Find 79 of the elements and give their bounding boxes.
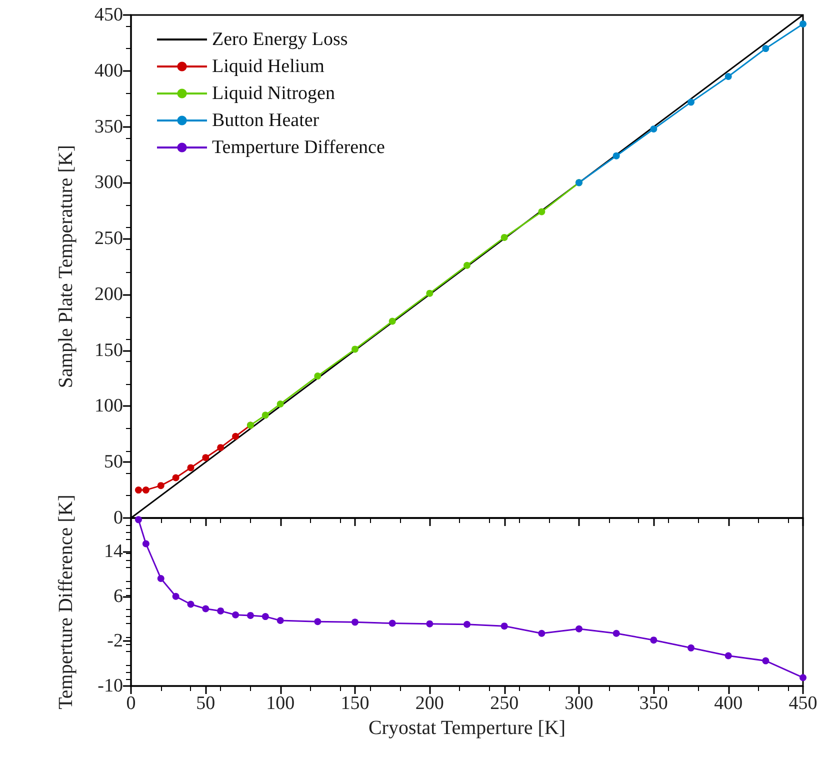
- y-tick-label: 14: [104, 541, 124, 562]
- point: [724, 652, 732, 660]
- point: [232, 432, 240, 440]
- x-tick-label: 400: [714, 693, 743, 714]
- legend-label: Liquid Nitrogen: [212, 83, 336, 104]
- point: [500, 234, 508, 241]
- point: [314, 618, 322, 626]
- point: [538, 208, 546, 216]
- legend-label: Button Heater: [212, 110, 320, 131]
- point: [352, 618, 358, 626]
- x-tick-label: 300: [564, 693, 594, 714]
- x-tick-label: 350: [639, 693, 668, 714]
- y-tick-label: 400: [94, 60, 123, 82]
- point: [172, 474, 180, 482]
- point: [202, 605, 210, 612]
- y-tick-label: 250: [94, 228, 123, 250]
- x-tick-label: 50: [196, 693, 216, 714]
- point: [157, 574, 164, 582]
- point: [232, 611, 240, 618]
- point: [276, 616, 284, 624]
- y-tick-label: 200: [94, 284, 123, 305]
- point: [142, 540, 150, 548]
- point: [134, 486, 142, 494]
- point: [187, 600, 194, 608]
- point: [217, 444, 224, 452]
- point: [724, 72, 732, 80]
- point: [800, 674, 806, 682]
- y-tick-label: 150: [94, 340, 123, 361]
- x-tick-label: 100: [266, 693, 295, 714]
- point: [276, 400, 284, 408]
- point: [134, 516, 142, 524]
- x-tick-label: 250: [490, 693, 519, 714]
- y-axis-title: Temperture Difference [K]: [55, 494, 77, 710]
- point: [650, 126, 658, 133]
- x-tick-label: 450: [788, 693, 818, 714]
- y-axis-title: Sample Plate Temperature [K]: [55, 144, 77, 388]
- point: [538, 630, 546, 637]
- legend-label: Temperture Difference: [212, 137, 385, 158]
- y-tick-label: 300: [94, 172, 123, 194]
- x-tick-label: 200: [415, 693, 444, 714]
- point: [157, 482, 164, 490]
- y-tick-label: -2: [107, 630, 123, 652]
- x-tick-label: 150: [340, 693, 370, 714]
- y-tick-label: 50: [104, 452, 123, 473]
- point: [262, 412, 269, 419]
- point: [352, 346, 358, 353]
- point: [762, 657, 770, 664]
- point: [202, 454, 210, 462]
- point: [762, 45, 770, 52]
- point: [800, 20, 806, 28]
- point: [426, 620, 434, 628]
- point: [464, 620, 470, 628]
- point: [172, 592, 180, 600]
- point: [314, 372, 322, 380]
- y-tick-label: -10: [98, 676, 123, 696]
- point: [688, 98, 694, 106]
- y-tick-label: 0: [114, 508, 123, 528]
- point: [388, 318, 396, 325]
- point: [187, 464, 194, 472]
- point: [388, 620, 396, 627]
- point: [688, 644, 694, 652]
- point: [612, 152, 620, 160]
- y-tick-label: 100: [94, 396, 123, 417]
- point: [650, 636, 658, 644]
- point: [464, 262, 470, 269]
- y-tick-label: 350: [94, 116, 123, 138]
- legend-label: Zero Energy Loss: [212, 29, 348, 50]
- point: [262, 613, 269, 620]
- point: [246, 612, 254, 619]
- y-tick-label: 6: [114, 586, 123, 607]
- point: [217, 607, 224, 614]
- point: [612, 630, 620, 637]
- point: [142, 486, 150, 494]
- x-axis-title: Cryostat Temperture [K]: [368, 717, 566, 739]
- legend-label: Liquid Helium: [212, 56, 325, 77]
- y-tick-label: 450: [94, 4, 123, 26]
- point: [576, 625, 582, 632]
- point: [426, 290, 434, 297]
- point: [500, 622, 508, 630]
